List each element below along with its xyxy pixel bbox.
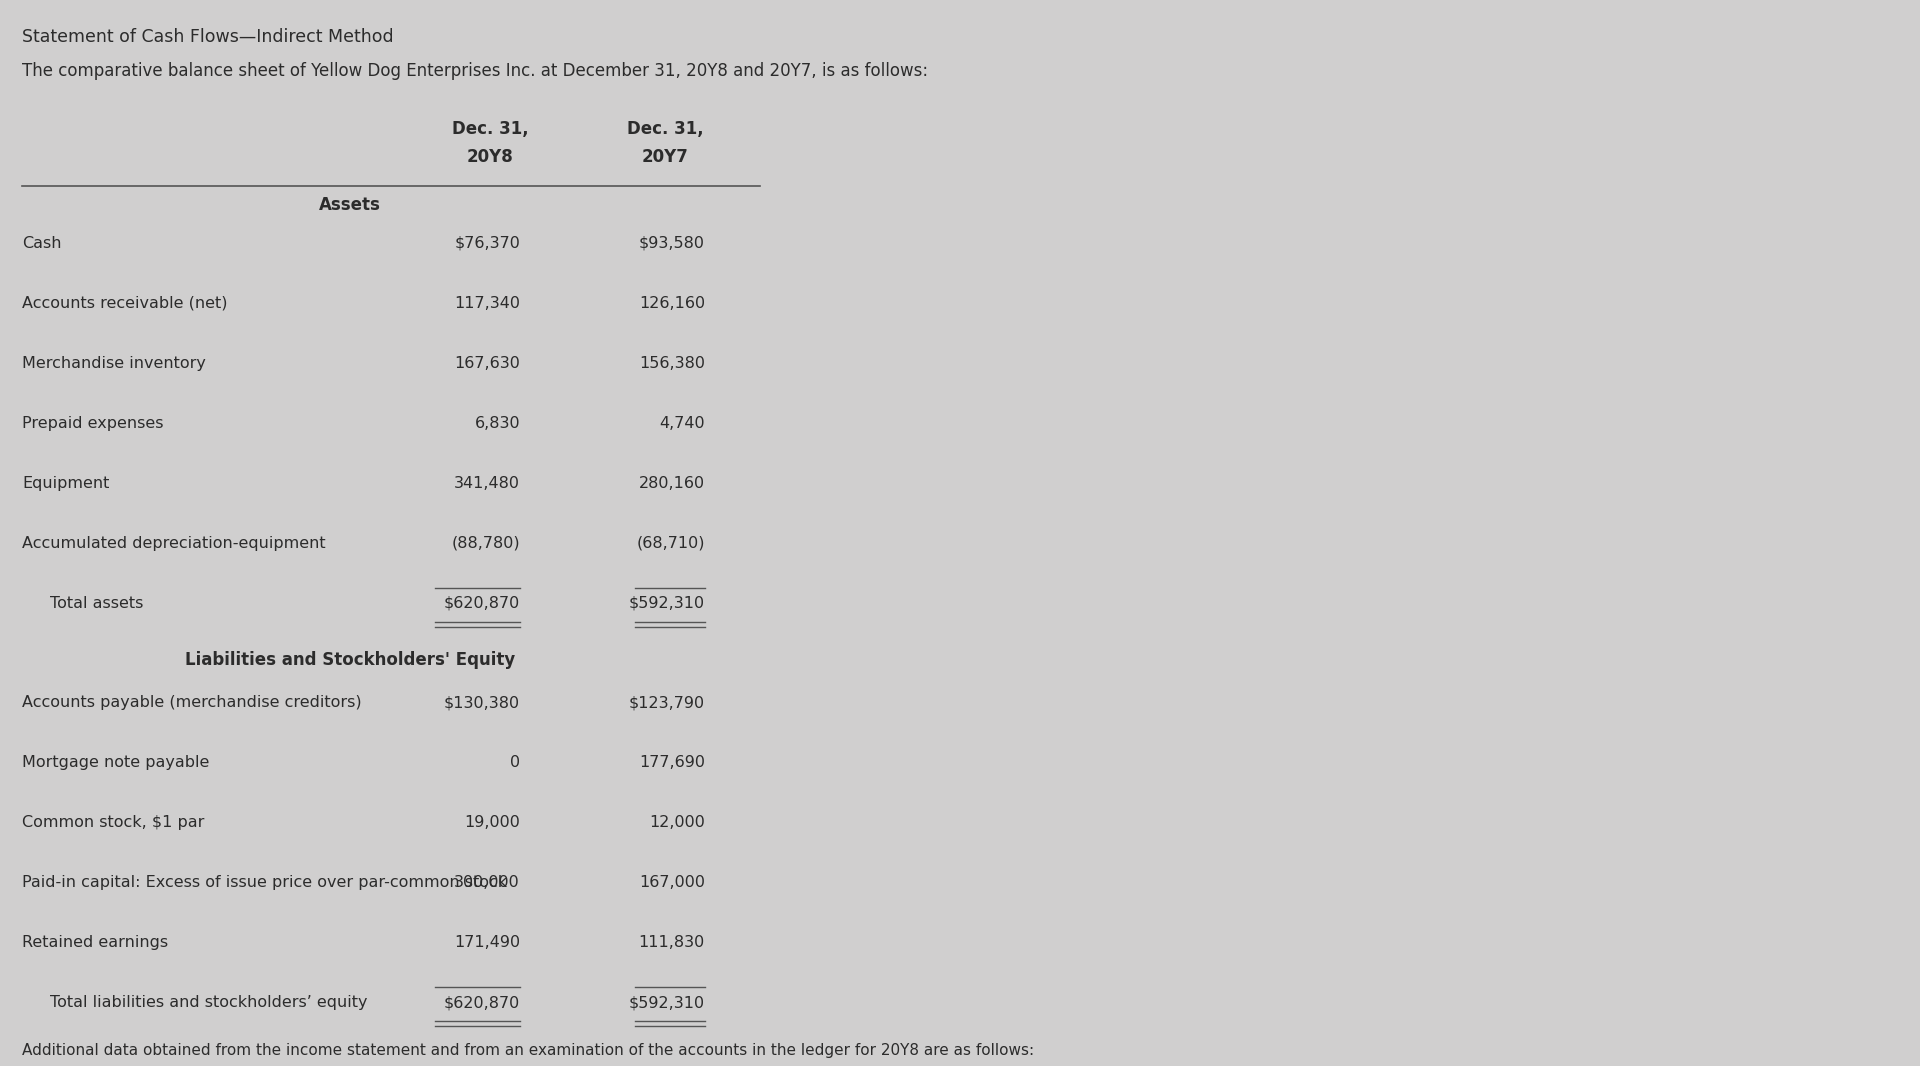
Text: The comparative balance sheet of Yellow Dog Enterprises Inc. at December 31, 20Y: The comparative balance sheet of Yellow … [21,62,927,80]
Text: 171,490: 171,490 [453,935,520,950]
Text: Prepaid expenses: Prepaid expenses [21,416,163,431]
Text: $620,870: $620,870 [444,596,520,611]
Text: 20Y7: 20Y7 [641,148,689,166]
Text: 177,690: 177,690 [639,755,705,770]
Text: $123,790: $123,790 [630,695,705,710]
Text: $620,870: $620,870 [444,995,520,1010]
Text: Total assets: Total assets [50,596,144,611]
Text: 12,000: 12,000 [649,815,705,830]
Text: 280,160: 280,160 [639,477,705,491]
Text: 156,380: 156,380 [639,356,705,371]
Text: Accounts receivable (net): Accounts receivable (net) [21,296,227,311]
Text: (88,780): (88,780) [451,536,520,551]
Text: Assets: Assets [319,196,380,214]
Text: Equipment: Equipment [21,477,109,491]
Text: Retained earnings: Retained earnings [21,935,169,950]
Text: $592,310: $592,310 [630,596,705,611]
Text: 0: 0 [511,755,520,770]
Text: 117,340: 117,340 [453,296,520,311]
Text: 126,160: 126,160 [639,296,705,311]
Text: (68,710): (68,710) [637,536,705,551]
Text: $93,580: $93,580 [639,236,705,251]
Text: Dec. 31,: Dec. 31, [451,120,528,138]
Text: Statement of Cash Flows—Indirect Method: Statement of Cash Flows—Indirect Method [21,28,394,46]
Text: $592,310: $592,310 [630,995,705,1010]
Text: 6,830: 6,830 [474,416,520,431]
Text: $130,380: $130,380 [444,695,520,710]
Text: 20Y8: 20Y8 [467,148,513,166]
Text: Liabilities and Stockholders' Equity: Liabilities and Stockholders' Equity [184,651,515,669]
Text: 19,000: 19,000 [465,815,520,830]
Text: Accounts payable (merchandise creditors): Accounts payable (merchandise creditors) [21,695,361,710]
Text: Common stock, $1 par: Common stock, $1 par [21,815,204,830]
Text: Total liabilities and stockholders’ equity: Total liabilities and stockholders’ equi… [50,995,367,1010]
Text: Dec. 31,: Dec. 31, [626,120,703,138]
Text: Mortgage note payable: Mortgage note payable [21,755,209,770]
Text: $76,370: $76,370 [455,236,520,251]
Text: Paid-in capital: Excess of issue price over par-common stock: Paid-in capital: Excess of issue price o… [21,875,507,890]
Text: Cash: Cash [21,236,61,251]
Text: 4,740: 4,740 [659,416,705,431]
Text: 167,630: 167,630 [455,356,520,371]
Text: Accumulated depreciation-equipment: Accumulated depreciation-equipment [21,536,326,551]
Text: Additional data obtained from the income statement and from an examination of th: Additional data obtained from the income… [21,1043,1035,1057]
Text: 111,830: 111,830 [639,935,705,950]
Text: 167,000: 167,000 [639,875,705,890]
Text: 341,480: 341,480 [453,477,520,491]
Text: Merchandise inventory: Merchandise inventory [21,356,205,371]
Text: 300,000: 300,000 [455,875,520,890]
